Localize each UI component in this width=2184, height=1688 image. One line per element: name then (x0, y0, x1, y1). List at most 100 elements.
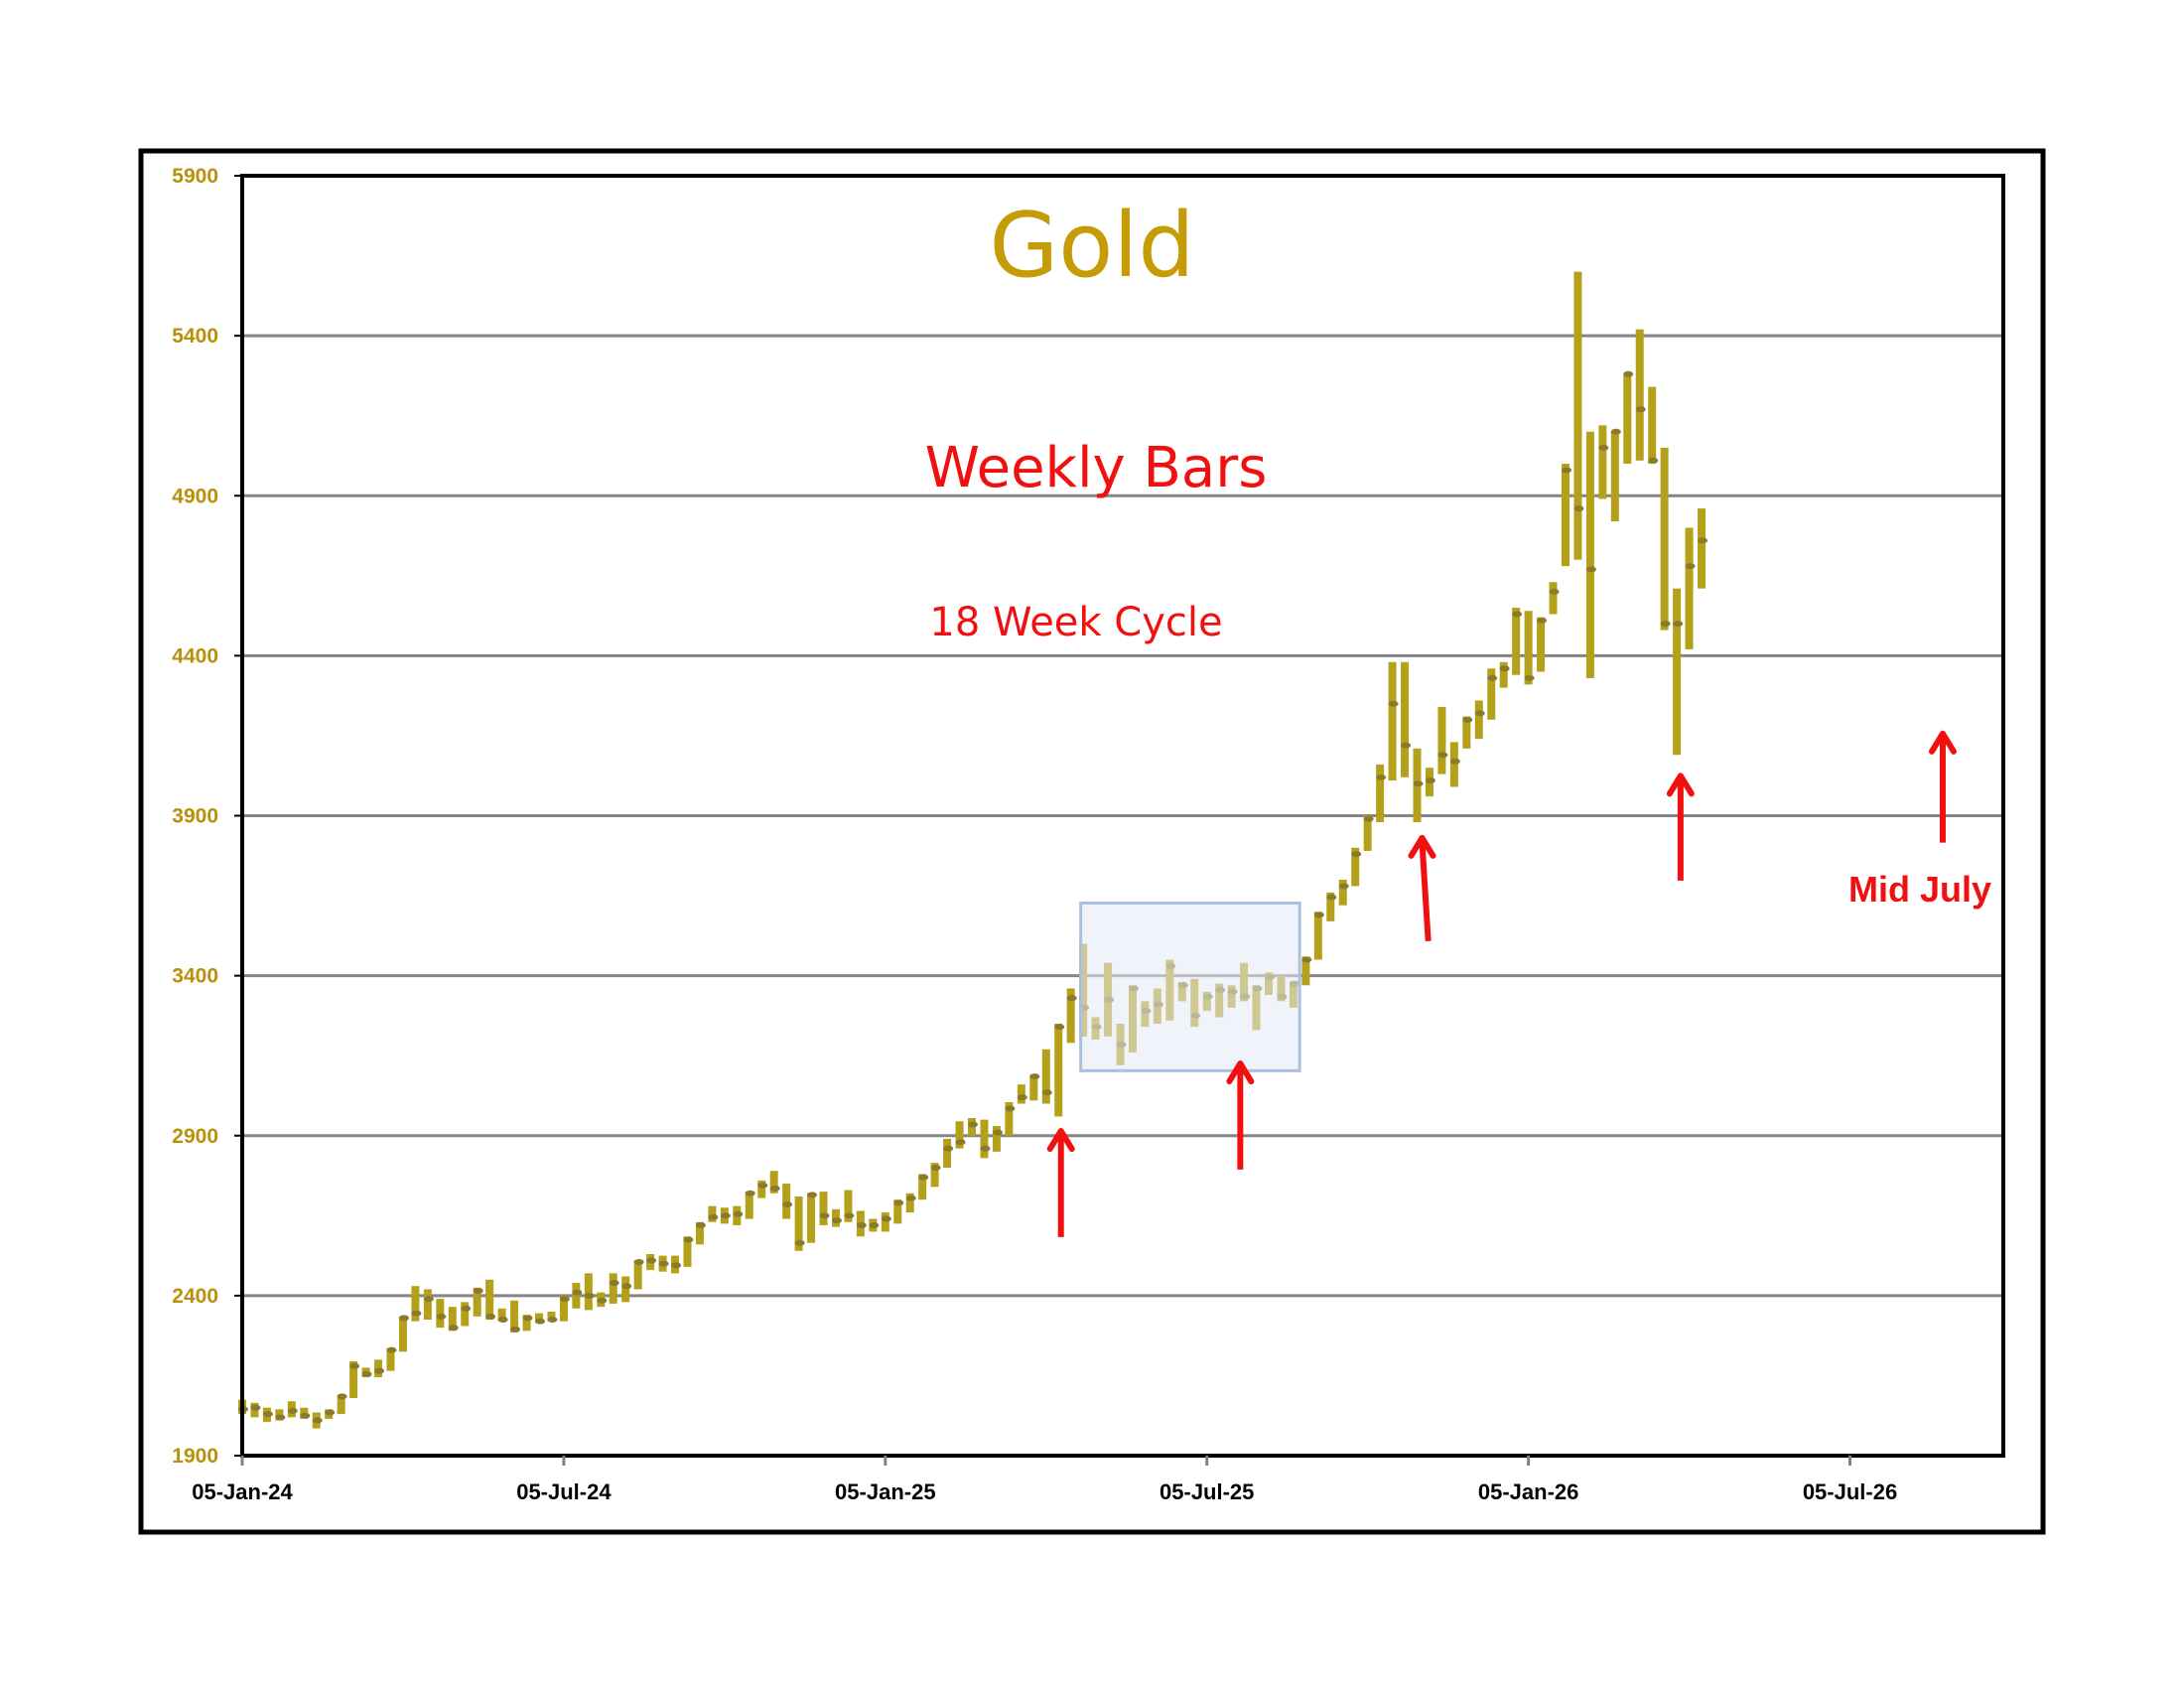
close-marker (1041, 1089, 1052, 1096)
price-bar (955, 1121, 964, 1149)
close-marker (881, 1215, 891, 1222)
price-bar (473, 1287, 481, 1317)
price-bar (992, 1126, 1001, 1152)
price-bar (522, 1315, 531, 1332)
price-bar (461, 1302, 470, 1327)
outer-frame (138, 148, 2046, 1535)
close-marker (423, 1296, 434, 1303)
close-marker (275, 1414, 286, 1421)
price-bar (337, 1394, 345, 1415)
price-bar (423, 1289, 432, 1321)
price-bar (819, 1192, 828, 1225)
close-marker (1512, 611, 1523, 618)
price-bar (782, 1184, 791, 1219)
price-bar (1598, 425, 1607, 499)
price-bar (1363, 815, 1372, 851)
close-marker (1054, 1024, 1065, 1031)
close-marker (1685, 563, 1696, 570)
y-axis-ticks: 1900 2400 2900 3400 3900 4400 4900 5400 5900 (172, 165, 242, 1468)
price-bar (1623, 373, 1632, 465)
price-bar (1610, 431, 1619, 522)
close-marker (782, 1201, 793, 1208)
price-bar (1685, 527, 1694, 649)
close-marker (980, 1145, 991, 1152)
close-marker (609, 1279, 619, 1286)
close-marker (844, 1212, 855, 1219)
close-marker (708, 1213, 719, 1220)
close-marker (250, 1404, 261, 1411)
price-bar (572, 1282, 581, 1309)
price-bar (609, 1273, 617, 1304)
close-marker (745, 1190, 755, 1196)
close-marker (374, 1367, 385, 1374)
price-bar (1066, 988, 1075, 1044)
close-marker (584, 1292, 595, 1299)
x-tick-label: 05-Jul-25 (1160, 1479, 1254, 1504)
arrow-up-icon (1046, 1128, 1075, 1153)
price-bar (1585, 431, 1594, 678)
y-tick-label: 4400 (172, 644, 218, 667)
price-bar (1673, 588, 1682, 756)
close-marker (1573, 505, 1584, 512)
close-marker (955, 1139, 966, 1146)
price-bar (1054, 1023, 1063, 1117)
close-marker (287, 1407, 298, 1414)
y-tick-label: 2400 (172, 1285, 218, 1308)
close-marker (1376, 774, 1387, 780)
price-bar (893, 1199, 902, 1224)
price-bar (1698, 508, 1706, 589)
y-tick-label: 5400 (172, 325, 218, 348)
close-marker (1598, 444, 1609, 451)
close-marker (633, 1259, 644, 1266)
close-marker (671, 1262, 682, 1269)
close-marker (411, 1310, 422, 1317)
arrow-up-icon (1408, 834, 1436, 859)
price-bar (497, 1308, 506, 1322)
close-marker (646, 1257, 657, 1264)
close-marker (485, 1313, 496, 1320)
x-tick-label: 05-Jan-24 (192, 1479, 293, 1504)
close-marker (349, 1362, 360, 1369)
close-marker (1066, 995, 1077, 1002)
price-bar (1326, 892, 1335, 921)
price-bar (1487, 668, 1496, 720)
close-marker (312, 1417, 323, 1424)
price-bar (633, 1260, 642, 1290)
close-marker (1537, 617, 1548, 624)
price-bar (1561, 464, 1570, 567)
close-marker (1401, 742, 1412, 749)
price-bar (1437, 706, 1446, 774)
price-bar (1648, 386, 1657, 465)
close-marker (1449, 758, 1460, 765)
close-marker (1363, 815, 1374, 822)
price-bar (794, 1196, 803, 1251)
price-bar (510, 1300, 519, 1333)
close-marker (695, 1221, 706, 1228)
close-marker (1029, 1073, 1040, 1080)
price-bar (1029, 1074, 1038, 1101)
price-bar (621, 1276, 630, 1303)
close-marker (1561, 467, 1571, 474)
price-bar (1449, 742, 1458, 787)
close-marker (1474, 710, 1485, 717)
close-marker (572, 1289, 583, 1296)
x-axis-ticks: 05-Jan-24 05-Jul-24 05-Jan-25 05-Jul-25 05-J… (192, 1456, 1897, 1504)
price-bar (547, 1311, 556, 1322)
cycle-arrow-shaft (1419, 841, 1432, 942)
price-bar (1462, 716, 1471, 749)
close-marker (1462, 716, 1473, 723)
close-marker (1326, 894, 1337, 901)
cycle-arrows (1046, 730, 1957, 1237)
price-bar (769, 1171, 778, 1194)
close-marker (436, 1313, 447, 1320)
close-marker (992, 1129, 1003, 1136)
close-marker (819, 1212, 830, 1219)
close-marker (1301, 956, 1312, 963)
price-bar (1635, 329, 1644, 461)
close-marker (300, 1412, 311, 1419)
close-marker (1338, 883, 1349, 890)
cycle-note: 18 Week Cycle (929, 600, 1222, 645)
close-marker (1413, 780, 1424, 787)
price-bar (1499, 661, 1508, 688)
